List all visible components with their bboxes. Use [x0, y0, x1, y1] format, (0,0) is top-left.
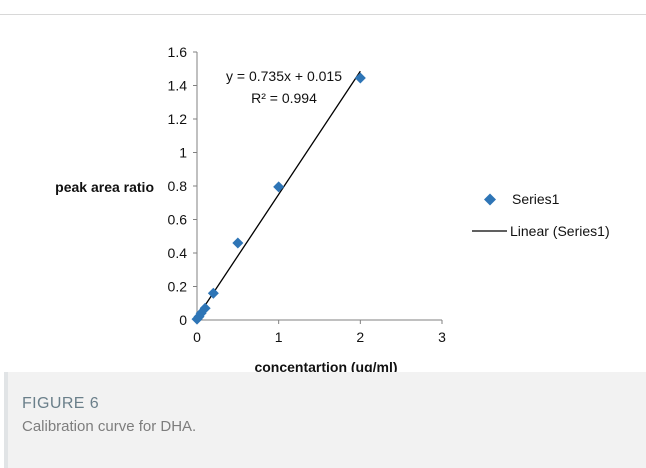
y-axis-ticks: 0 0.2 0.4 0.6 0.8 1 1.2 1.4 1.6 — [168, 44, 197, 328]
figure-caption: Calibration curve for DHA. — [22, 418, 197, 435]
x-axis-title: concentartion (ug/ml) — [254, 359, 397, 372]
data-point — [354, 72, 366, 84]
x-tick-label: 0 — [193, 329, 201, 345]
y-tick-label: 0.6 — [168, 212, 188, 228]
y-tick-label: 0 — [179, 312, 187, 328]
chart-axes — [196, 52, 442, 321]
y-tick-label: 1.6 — [168, 44, 188, 60]
data-point — [207, 287, 219, 299]
y-tick-label: 0.4 — [168, 245, 188, 261]
x-tick-label: 2 — [356, 329, 364, 345]
legend-series1-label: Series1 — [512, 191, 560, 207]
y-axis-title: peak area ratio — [55, 179, 154, 195]
legend-trendline-label: Linear (Series1) — [510, 223, 610, 239]
trendline — [196, 70, 361, 318]
data-point — [232, 237, 244, 249]
x-axis-ticks: 0 1 2 3 — [193, 320, 446, 345]
x-tick-label: 1 — [275, 329, 283, 345]
calibration-chart: 0 0.2 0.4 0.6 0.8 1 1.2 1.4 1.6 0 1 2 3 y = 0.735x … — [55, 44, 610, 372]
y-tick-label: 0.2 — [168, 279, 188, 295]
data-point — [273, 181, 285, 193]
trendline-equation: y = 0.735x + 0.015 — [226, 68, 342, 84]
y-tick-label: 1.4 — [168, 78, 188, 94]
legend-series1-marker — [483, 193, 497, 206]
data-points — [191, 72, 366, 325]
y-tick-label: 1 — [179, 145, 187, 161]
x-tick-label: 3 — [438, 329, 446, 345]
caption-panel — [4, 372, 646, 468]
top-divider — [0, 14, 646, 15]
r-squared-label: R² = 0.994 — [251, 90, 317, 106]
data-point — [199, 302, 211, 314]
y-tick-label: 0.8 — [168, 178, 188, 194]
legend: Series1 Linear (Series1) — [472, 191, 610, 239]
y-tick-label: 1.2 — [168, 111, 188, 127]
figure-label: FIGURE 6 — [22, 395, 99, 412]
